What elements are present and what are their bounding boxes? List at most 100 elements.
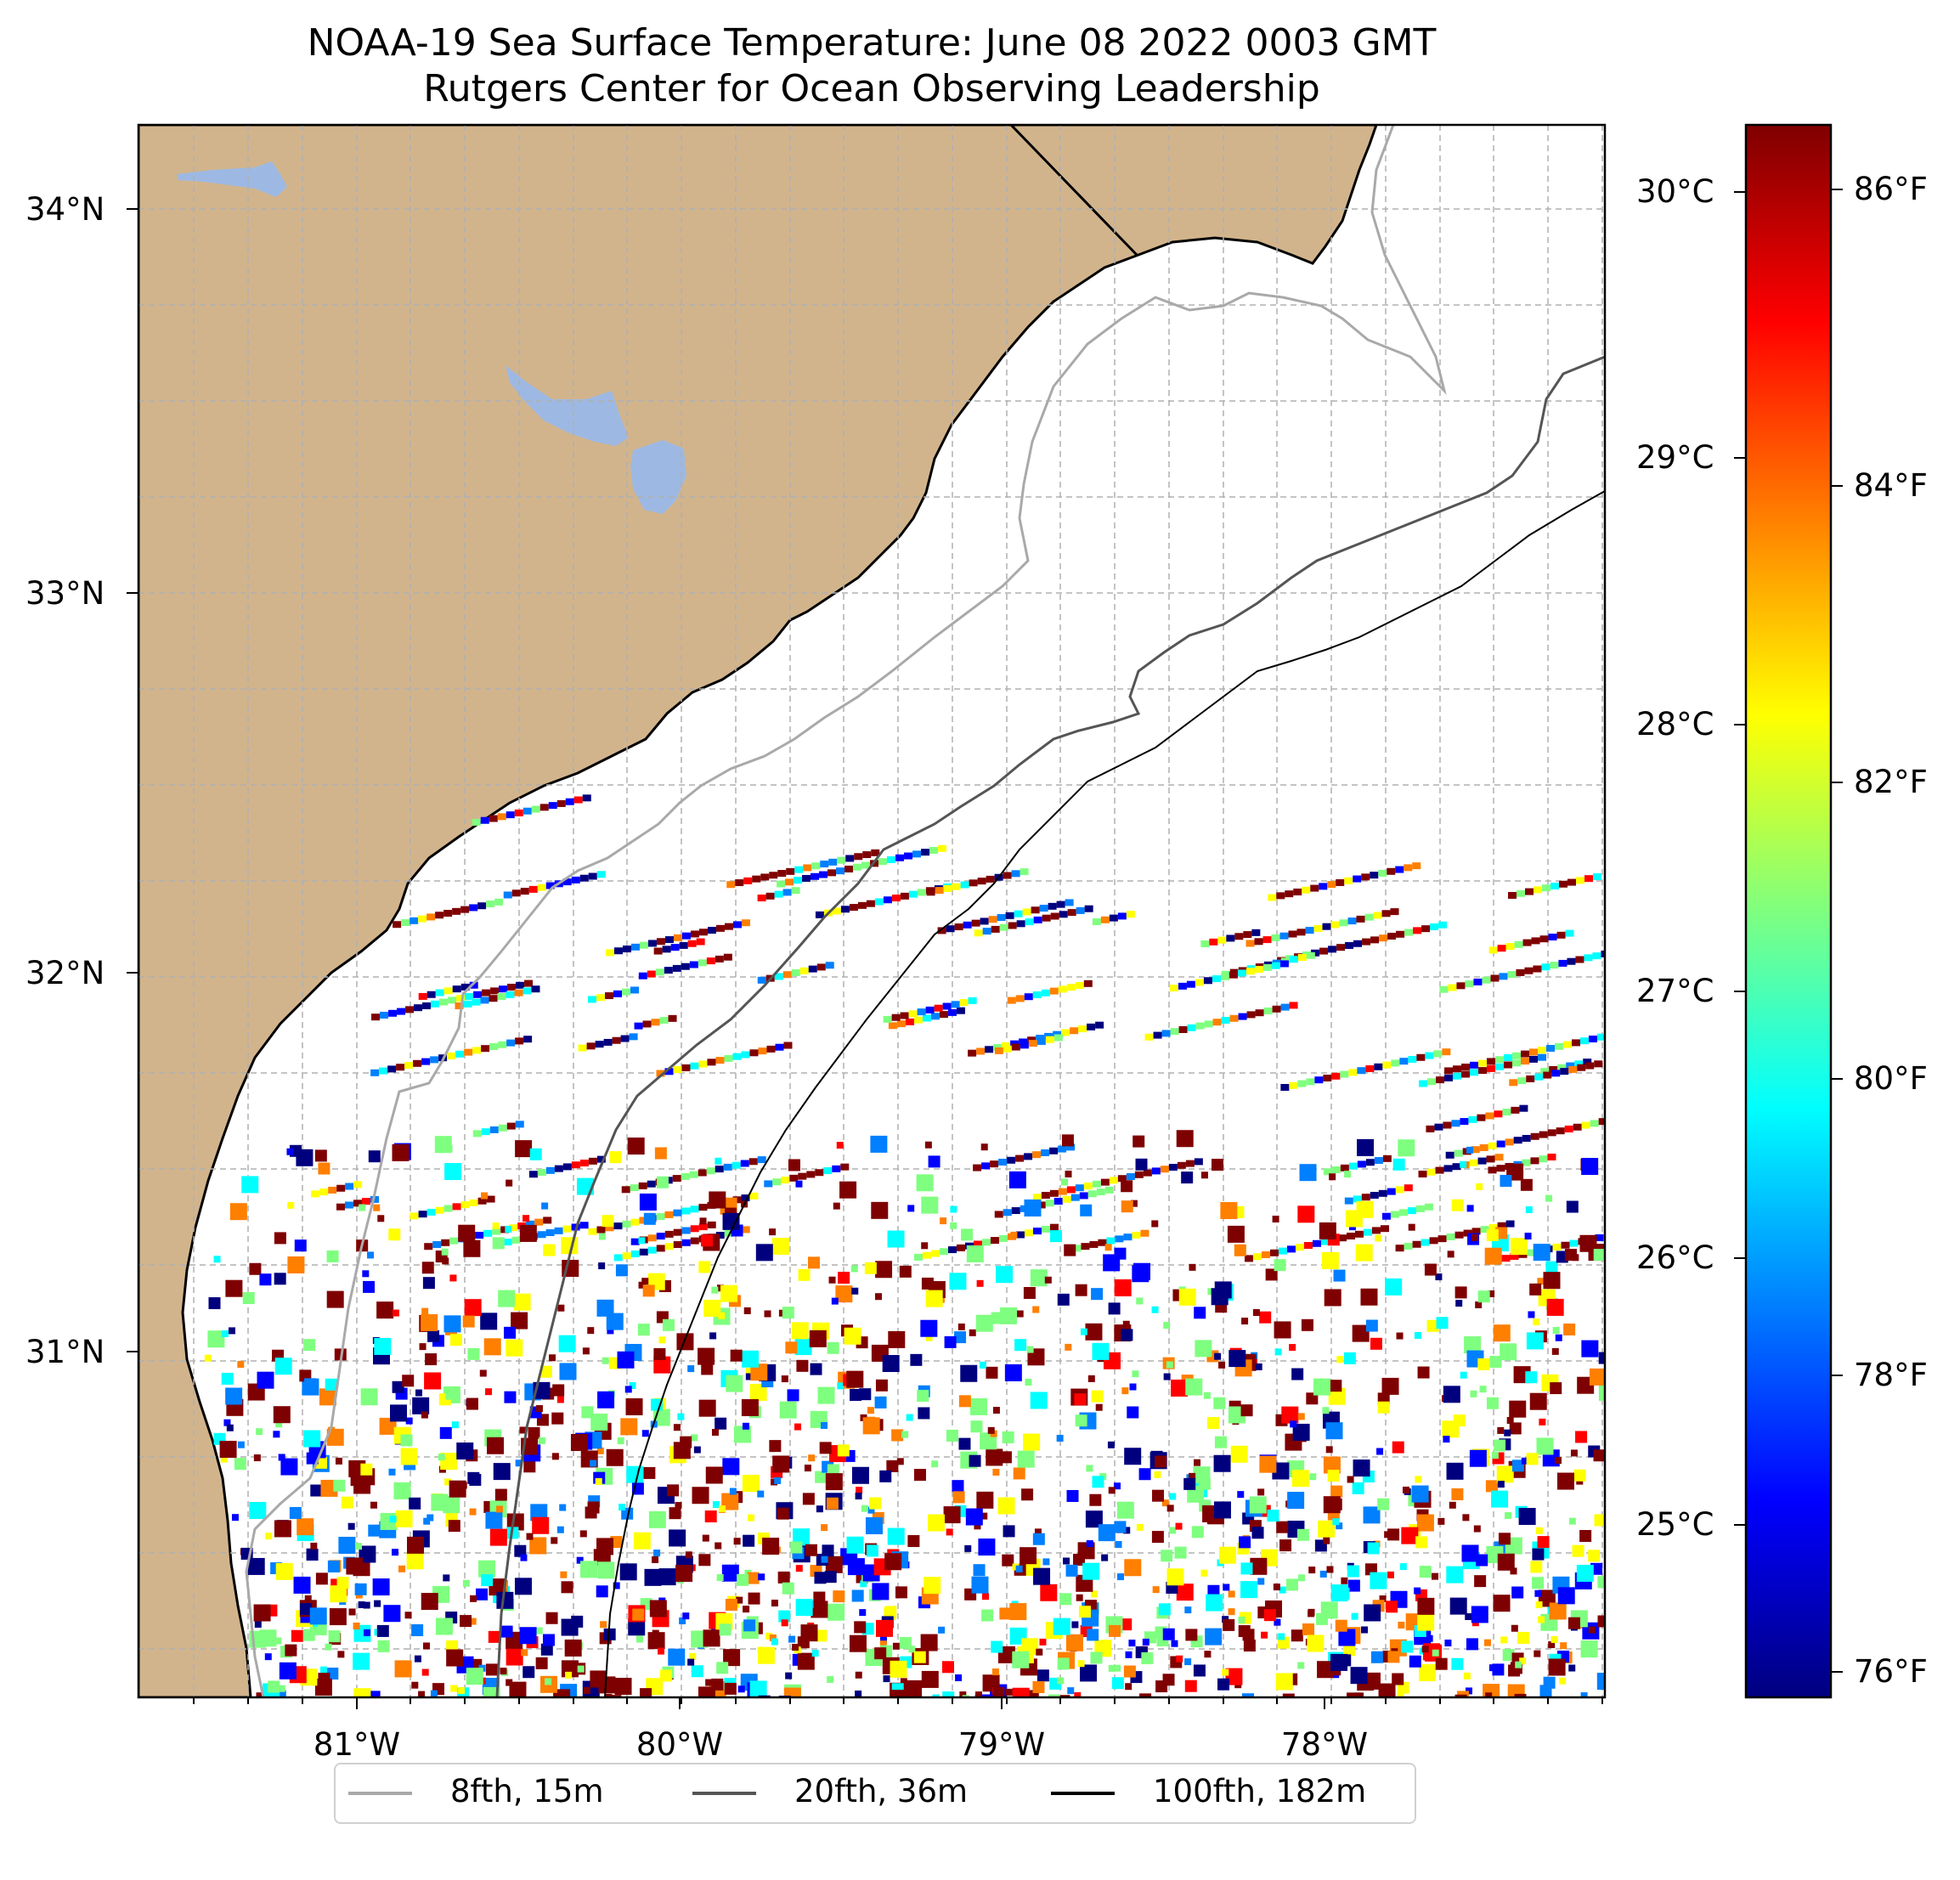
sst-pixel	[760, 873, 770, 881]
sst-pixel	[1518, 1508, 1536, 1526]
sst-pixel	[1222, 1668, 1229, 1676]
sst-pixel	[1485, 1480, 1498, 1493]
sst-pixel	[1347, 1692, 1364, 1697]
sst-pixel	[577, 1665, 585, 1673]
sst-pixel	[1443, 1121, 1452, 1129]
sst-pixel	[987, 1426, 995, 1434]
sst-pixel	[1414, 1587, 1421, 1595]
sst-pixel	[1281, 1406, 1299, 1424]
sst-pixel	[1320, 1238, 1330, 1245]
sst-pixel	[1404, 864, 1413, 872]
sst-pixel	[441, 1248, 449, 1256]
sst-pixel	[828, 858, 838, 866]
sst-pixel	[921, 1196, 939, 1214]
sst-pixel	[1376, 1448, 1384, 1455]
sst-pixel	[920, 1634, 938, 1651]
sst-pixel	[1511, 1586, 1524, 1599]
sst-pixel	[921, 1242, 929, 1250]
sst-pixel	[721, 1564, 739, 1582]
sst-pixel	[931, 1460, 939, 1468]
sst-pixel	[805, 1544, 817, 1556]
sst-pixel	[1331, 1072, 1341, 1080]
sst-pixel	[1310, 884, 1319, 892]
sst-pixel	[1015, 995, 1025, 1002]
sst-pixel	[1427, 1078, 1437, 1086]
sst-pixel	[1499, 973, 1508, 980]
sst-pixel	[1436, 1317, 1449, 1330]
sst-pixel	[1454, 1231, 1464, 1239]
sst-pixel	[705, 1679, 713, 1686]
sst-pixel	[388, 1009, 398, 1017]
sst-pixel	[516, 981, 525, 989]
sst-pixel	[326, 1290, 344, 1308]
sst-pixel	[398, 1565, 406, 1572]
sst-pixel	[470, 1595, 477, 1602]
sst-pixel	[1545, 1261, 1558, 1273]
sst-pixel	[653, 1550, 661, 1557]
sst-pixel	[1221, 1016, 1230, 1024]
sst-pixel	[571, 1161, 580, 1169]
sst-pixel	[1141, 1651, 1154, 1664]
sst-pixel	[1335, 1619, 1347, 1632]
sst-pixel	[526, 1533, 534, 1540]
lon-label-80: 80°W	[635, 1726, 724, 1763]
sst-pixel	[1245, 940, 1255, 947]
sst-pixel	[586, 1042, 596, 1050]
sst-pixel	[359, 1545, 376, 1563]
sst-pixel	[1378, 1189, 1387, 1197]
sst-pixel	[1500, 1343, 1517, 1361]
sst-pixel	[274, 1637, 282, 1645]
sst-pixel	[506, 991, 515, 998]
sst-pixel	[956, 1244, 965, 1251]
sst-pixel	[652, 1629, 659, 1637]
sst-pixel	[927, 1514, 945, 1532]
sst-pixel	[998, 1158, 1008, 1166]
sst-pixel	[274, 1520, 291, 1538]
sst-pixel	[1217, 936, 1227, 944]
sst-pixel	[1425, 1052, 1434, 1059]
sst-pixel	[1132, 1231, 1141, 1239]
sst-pixel	[1541, 963, 1550, 971]
sst-pixel	[551, 1412, 564, 1425]
sst-pixel	[1032, 1533, 1045, 1545]
sst-pixel	[748, 1592, 760, 1605]
sst-pixel	[888, 1022, 897, 1030]
sst-pixel	[1485, 1692, 1493, 1697]
sst-pixel	[1594, 1514, 1605, 1527]
sst-pixel	[554, 1227, 563, 1234]
sst-pixel	[1274, 1618, 1281, 1626]
sst-pixel	[1023, 1433, 1041, 1451]
sst-pixel	[208, 1297, 221, 1310]
sst-pixel	[905, 1018, 914, 1025]
sst-pixel	[500, 1226, 510, 1234]
sst-pixel	[1548, 1641, 1556, 1649]
sst-pixel	[823, 1167, 833, 1175]
sst-pixel	[1166, 1505, 1174, 1512]
sst-pixel	[1522, 939, 1532, 946]
sst-pixel	[480, 816, 489, 824]
sst-pixel	[647, 1180, 656, 1188]
sst-pixel	[741, 1051, 750, 1059]
sst-pixel	[346, 1557, 364, 1575]
sst-pixel	[1593, 1449, 1605, 1462]
sst-pixel	[700, 1234, 713, 1247]
sst-pixel	[287, 1201, 295, 1209]
sst-pixel	[405, 1417, 413, 1425]
sst-pixel	[418, 992, 427, 1000]
sst-pixel	[1398, 1621, 1405, 1629]
map-frame	[137, 123, 1607, 1699]
map-area[interactable]	[138, 125, 1616, 1713]
sst-pixel	[747, 1572, 760, 1584]
sst-pixel	[448, 1520, 460, 1533]
sst-pixel	[685, 1551, 692, 1559]
sst-pixel	[673, 1209, 682, 1217]
sst-pixel	[874, 898, 884, 906]
sst-pixel	[475, 1232, 484, 1239]
sst-pixel	[1214, 1436, 1227, 1448]
sst-pixel	[397, 1008, 406, 1015]
sst-pixel	[949, 1273, 967, 1290]
sst-pixel	[354, 1583, 367, 1595]
sst-pixel	[851, 1287, 859, 1295]
sst-pixel	[653, 1356, 671, 1374]
sst-pixel	[925, 1290, 943, 1307]
